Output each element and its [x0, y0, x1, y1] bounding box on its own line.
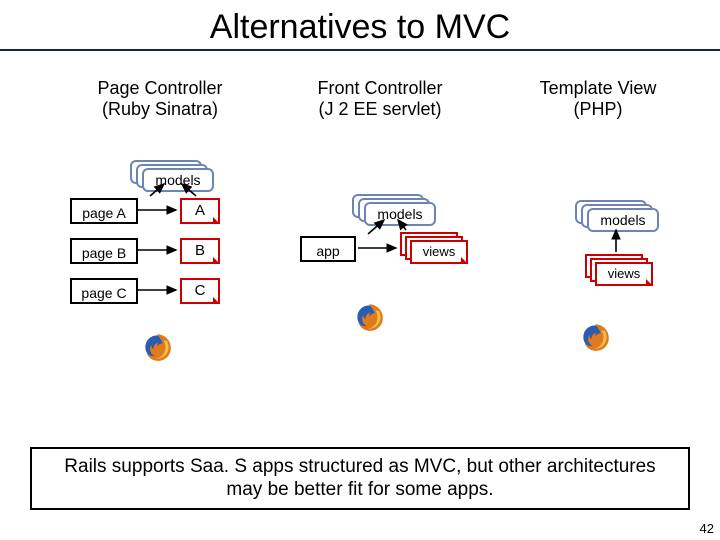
col2-line2: (J 2 EE servlet): [318, 99, 441, 119]
view-b-box: B: [180, 238, 220, 264]
title-rule: [0, 49, 720, 51]
footer-note: Rails supports Saa. S apps structured as…: [30, 447, 690, 511]
firefox-icon-2: [352, 300, 386, 334]
col1-header: Page Controller (Ruby Sinatra): [60, 78, 260, 119]
slide-title: Alternatives to MVC: [0, 0, 720, 47]
col3-views: views: [585, 254, 649, 280]
models-label: models: [142, 168, 214, 192]
col1-line2: (Ruby Sinatra): [102, 99, 218, 119]
views-label-3: views: [595, 262, 653, 286]
diagram-area: Page Controller (Ruby Sinatra) Front Con…: [0, 78, 720, 388]
col3-line1: Template View: [540, 78, 657, 98]
col2-header: Front Controller (J 2 EE servlet): [280, 78, 480, 119]
col3-header: Template View (PHP): [498, 78, 698, 119]
page-number: 42: [700, 521, 714, 536]
app-box: app: [300, 236, 356, 262]
page-c-box: page C: [70, 278, 138, 304]
models-label-2: models: [364, 202, 436, 226]
models-label-3: models: [587, 208, 659, 232]
firefox-icon-1: [140, 330, 174, 364]
firefox-icon-3: [578, 320, 612, 354]
col3-line2: (PHP): [574, 99, 623, 119]
views-label-2: views: [410, 240, 468, 264]
page-a-box: page A: [70, 198, 138, 224]
col2-line1: Front Controller: [317, 78, 442, 98]
col1-line1: Page Controller: [97, 78, 222, 98]
view-a-box: A: [180, 198, 220, 224]
col2-views: views: [400, 232, 464, 258]
col3-models: models: [575, 200, 647, 226]
view-c-box: C: [180, 278, 220, 304]
col1-models: models: [130, 160, 202, 186]
col2-models: models: [352, 194, 424, 220]
page-b-box: page B: [70, 238, 138, 264]
